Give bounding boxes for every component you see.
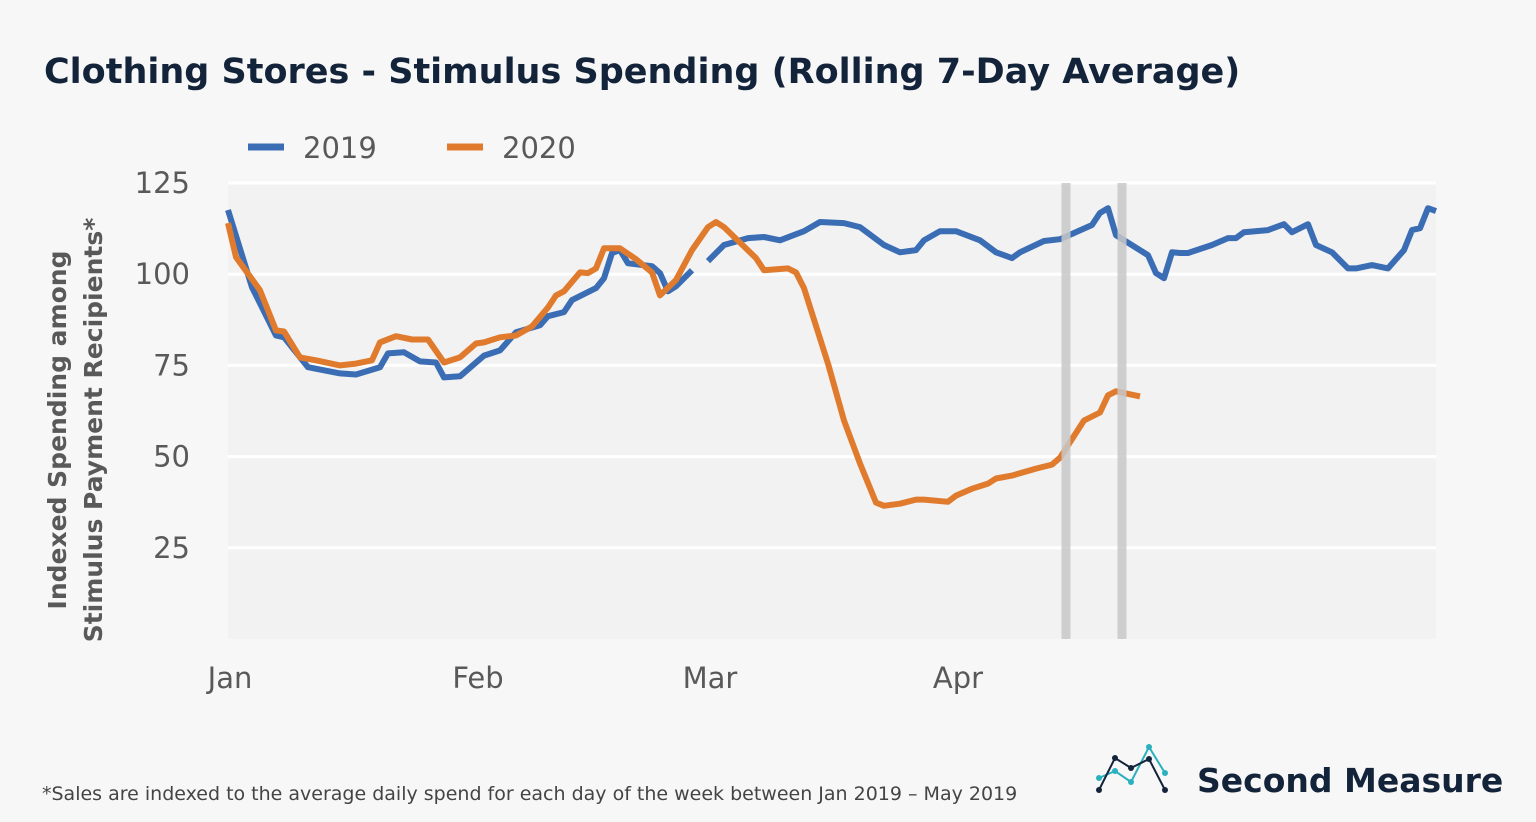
y-axis-label: Indexed Spending among Stimulus Payment … [43,218,108,643]
y-tick-label: 100 [135,257,190,291]
legend-label-2020: 2020 [502,131,576,165]
plot-area [228,183,1436,639]
chart-title: Clothing Stores - Stimulus Spending (Rol… [44,52,1240,92]
series-lines [225,205,1438,509]
x-tick-label-jan: Jan [206,661,253,695]
gridlines [228,181,1436,550]
x-tick-label-apr: Apr [933,661,983,695]
legend: 2019 2020 [248,131,576,165]
x-tick-labels: Jan Feb Mar Apr [206,661,984,695]
y-tick-labels: 25 50 75 100 125 [135,166,190,565]
y-axis-label-line-2: Stimulus Payment Recipients* [79,218,108,643]
legend-label-2019: 2019 [303,131,377,165]
series-line-2019-segment-1 [225,209,695,381]
y-tick-label: 125 [135,166,190,200]
y-tick-label: 75 [153,348,190,382]
brand-name: Second Measure [1197,761,1503,800]
footnote: *Sales are indexed to the average daily … [42,783,1017,805]
reference-lines [1061,183,1127,639]
y-tick-label: 25 [153,531,190,565]
second-measure-logo-icon [1096,744,1168,793]
x-tick-label-feb: Feb [452,661,503,695]
series-line-2019-segment-2 [705,205,1438,282]
y-tick-label: 50 [153,440,190,474]
x-tick-label-mar: Mar [683,661,738,695]
y-axis-label-line-1: Indexed Spending among [43,251,72,610]
series-line-2020-segment-1 [225,219,1141,509]
